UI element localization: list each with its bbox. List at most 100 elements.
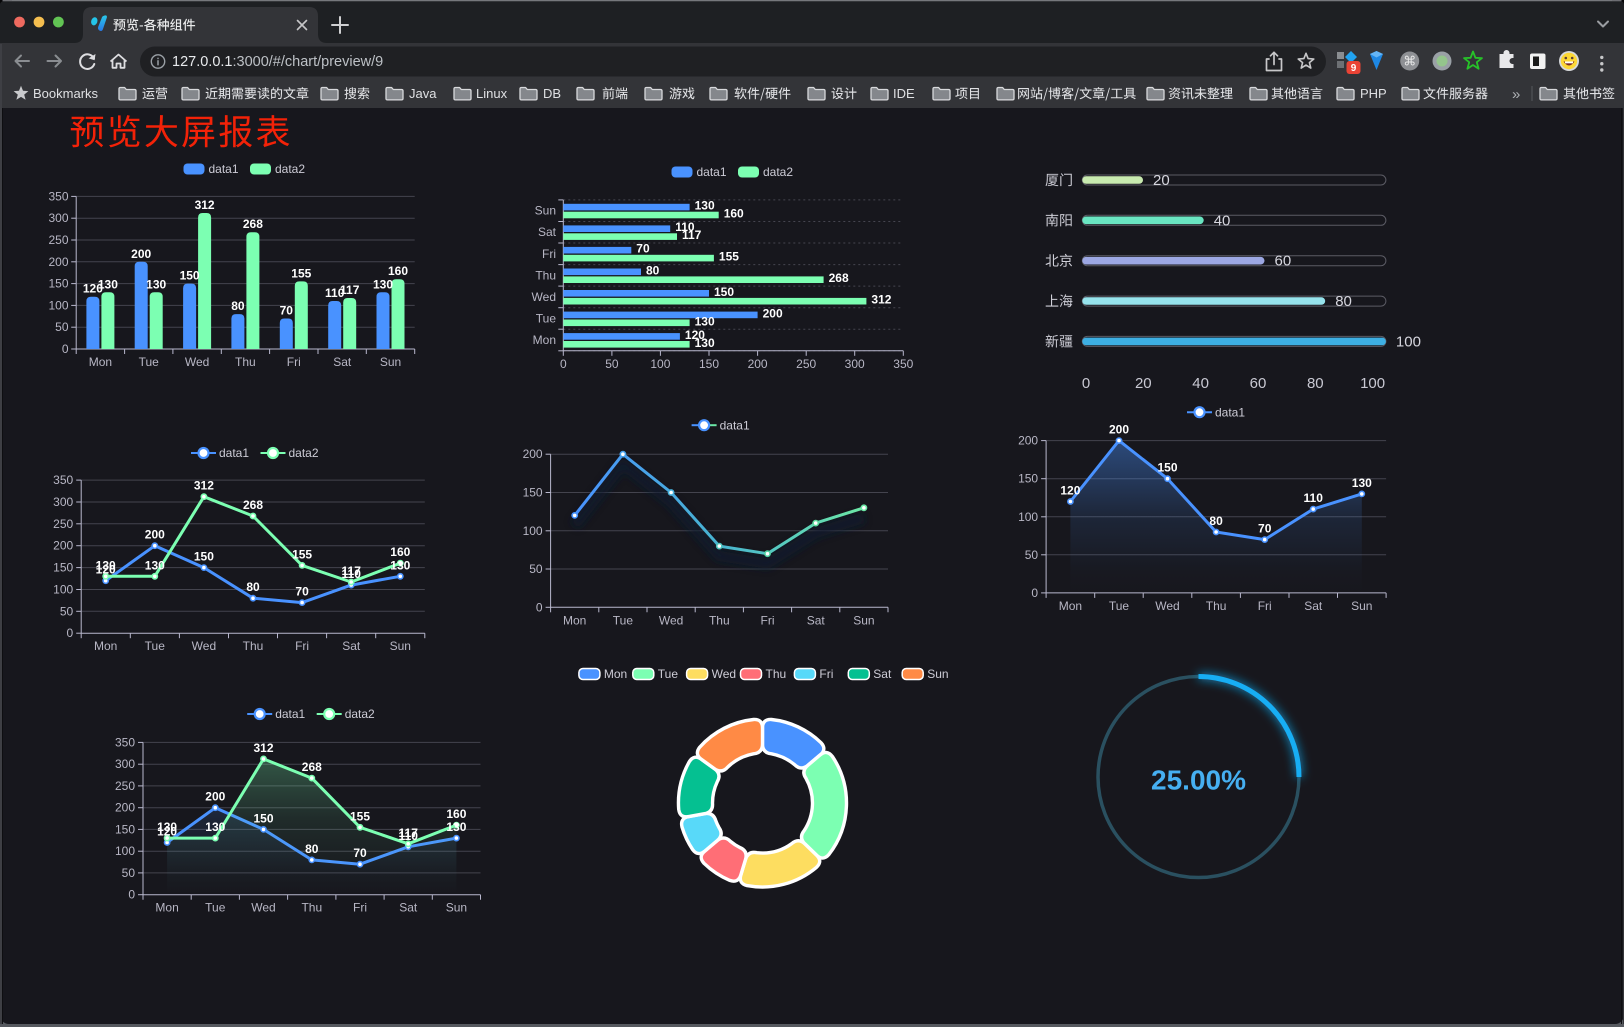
svg-text:Wed: Wed <box>532 290 556 304</box>
svg-text:Mon: Mon <box>533 333 556 347</box>
svg-text:Thu: Thu <box>235 355 256 369</box>
svg-text:Tue: Tue <box>145 639 166 653</box>
svg-text:130: 130 <box>373 277 393 291</box>
svg-text:80: 80 <box>246 580 260 594</box>
svg-text:350: 350 <box>48 189 68 203</box>
svg-text:160: 160 <box>724 207 744 221</box>
svg-text:Sun: Sun <box>853 613 874 627</box>
svg-text:70: 70 <box>1258 522 1272 536</box>
svg-text:40: 40 <box>1214 212 1231 229</box>
svg-text:50: 50 <box>1025 548 1039 562</box>
svg-text:0: 0 <box>67 626 74 640</box>
svg-text:50: 50 <box>122 866 136 880</box>
svg-text:350: 350 <box>893 357 913 371</box>
svg-text:25.00%: 25.00% <box>1151 765 1246 796</box>
svg-text:0: 0 <box>62 342 69 356</box>
svg-text:200: 200 <box>131 247 151 261</box>
svg-text:Mon: Mon <box>94 639 117 653</box>
svg-text:312: 312 <box>253 741 273 755</box>
svg-text:50: 50 <box>605 357 619 371</box>
svg-text:150: 150 <box>48 277 68 291</box>
svg-text:100: 100 <box>115 844 135 858</box>
svg-text:100: 100 <box>1018 510 1038 524</box>
svg-text:Sat: Sat <box>333 355 352 369</box>
svg-text:Fri: Fri <box>287 355 301 369</box>
svg-text:Java: Java <box>409 86 437 101</box>
svg-text:data1: data1 <box>697 165 727 179</box>
svg-text:155: 155 <box>350 809 370 823</box>
svg-text:130: 130 <box>446 820 466 834</box>
svg-text:70: 70 <box>280 304 294 318</box>
svg-text:300: 300 <box>845 357 865 371</box>
svg-text:110: 110 <box>1304 491 1324 505</box>
svg-text:150: 150 <box>180 269 200 283</box>
svg-text:268: 268 <box>243 217 263 231</box>
svg-text:Fri: Fri <box>819 667 833 681</box>
svg-text:300: 300 <box>115 757 135 771</box>
svg-text:0: 0 <box>1082 375 1090 392</box>
svg-text:70: 70 <box>636 242 650 256</box>
svg-text:200: 200 <box>48 255 68 269</box>
svg-text:350: 350 <box>53 473 73 487</box>
svg-text:200: 200 <box>145 528 165 542</box>
svg-text:PHP: PHP <box>1360 86 1387 101</box>
svg-text:312: 312 <box>194 479 214 493</box>
svg-text:130: 130 <box>96 558 116 572</box>
svg-text:268: 268 <box>302 760 322 774</box>
svg-text:110: 110 <box>675 220 695 234</box>
svg-text:312: 312 <box>871 293 891 307</box>
svg-text:150: 150 <box>194 550 214 564</box>
svg-text:130: 130 <box>695 199 715 213</box>
svg-text:150: 150 <box>523 486 543 500</box>
svg-text:120: 120 <box>96 563 116 577</box>
svg-text:150: 150 <box>1018 472 1038 486</box>
svg-text:data2: data2 <box>289 446 319 460</box>
svg-text:⌘: ⌘ <box>1403 54 1416 69</box>
svg-text:80: 80 <box>1307 375 1324 392</box>
svg-text:0: 0 <box>1031 586 1038 600</box>
svg-text:Tue: Tue <box>658 667 679 681</box>
svg-text:155: 155 <box>292 547 312 561</box>
svg-text:Sun: Sun <box>446 901 467 915</box>
svg-text:Tue: Tue <box>613 613 634 627</box>
svg-text:Fri: Fri <box>295 639 309 653</box>
svg-text:data1: data1 <box>275 707 305 721</box>
svg-text:100: 100 <box>53 583 73 597</box>
svg-text:130: 130 <box>146 277 166 291</box>
svg-text:150: 150 <box>699 357 719 371</box>
svg-text:Wed: Wed <box>1155 599 1179 613</box>
svg-text:200: 200 <box>205 790 225 804</box>
svg-text:Sat: Sat <box>873 667 892 681</box>
svg-text:80: 80 <box>1335 293 1352 310</box>
svg-text:Fri: Fri <box>1258 599 1272 613</box>
svg-text:Thu: Thu <box>766 667 787 681</box>
svg-text:70: 70 <box>295 585 309 599</box>
svg-text:160: 160 <box>446 807 466 821</box>
svg-text:Sat: Sat <box>538 225 557 239</box>
svg-text:110: 110 <box>399 829 419 843</box>
svg-text:50: 50 <box>60 604 74 618</box>
svg-text:117: 117 <box>682 228 702 242</box>
svg-text:Thu: Thu <box>243 639 264 653</box>
svg-text:Sun: Sun <box>535 204 556 218</box>
svg-text:130: 130 <box>1352 476 1372 490</box>
svg-text:200: 200 <box>763 306 783 320</box>
svg-text:250: 250 <box>115 779 135 793</box>
svg-text:80: 80 <box>646 263 660 277</box>
svg-text:»: » <box>1512 86 1520 103</box>
svg-text:268: 268 <box>829 271 849 285</box>
svg-text:150: 150 <box>53 561 73 575</box>
svg-text:200: 200 <box>115 801 135 815</box>
svg-text:350: 350 <box>115 735 135 749</box>
svg-text:40: 40 <box>1192 375 1209 392</box>
svg-text:117: 117 <box>342 564 362 578</box>
svg-text:Mon: Mon <box>604 667 627 681</box>
svg-text:data1: data1 <box>209 162 239 176</box>
svg-text:117: 117 <box>340 283 360 297</box>
svg-text:0: 0 <box>128 888 135 902</box>
svg-text:Bookmarks: Bookmarks <box>33 86 99 101</box>
svg-text:250: 250 <box>48 233 68 247</box>
svg-text:Mon: Mon <box>563 613 586 627</box>
svg-text:DB: DB <box>543 86 561 101</box>
svg-text:250: 250 <box>53 517 73 531</box>
